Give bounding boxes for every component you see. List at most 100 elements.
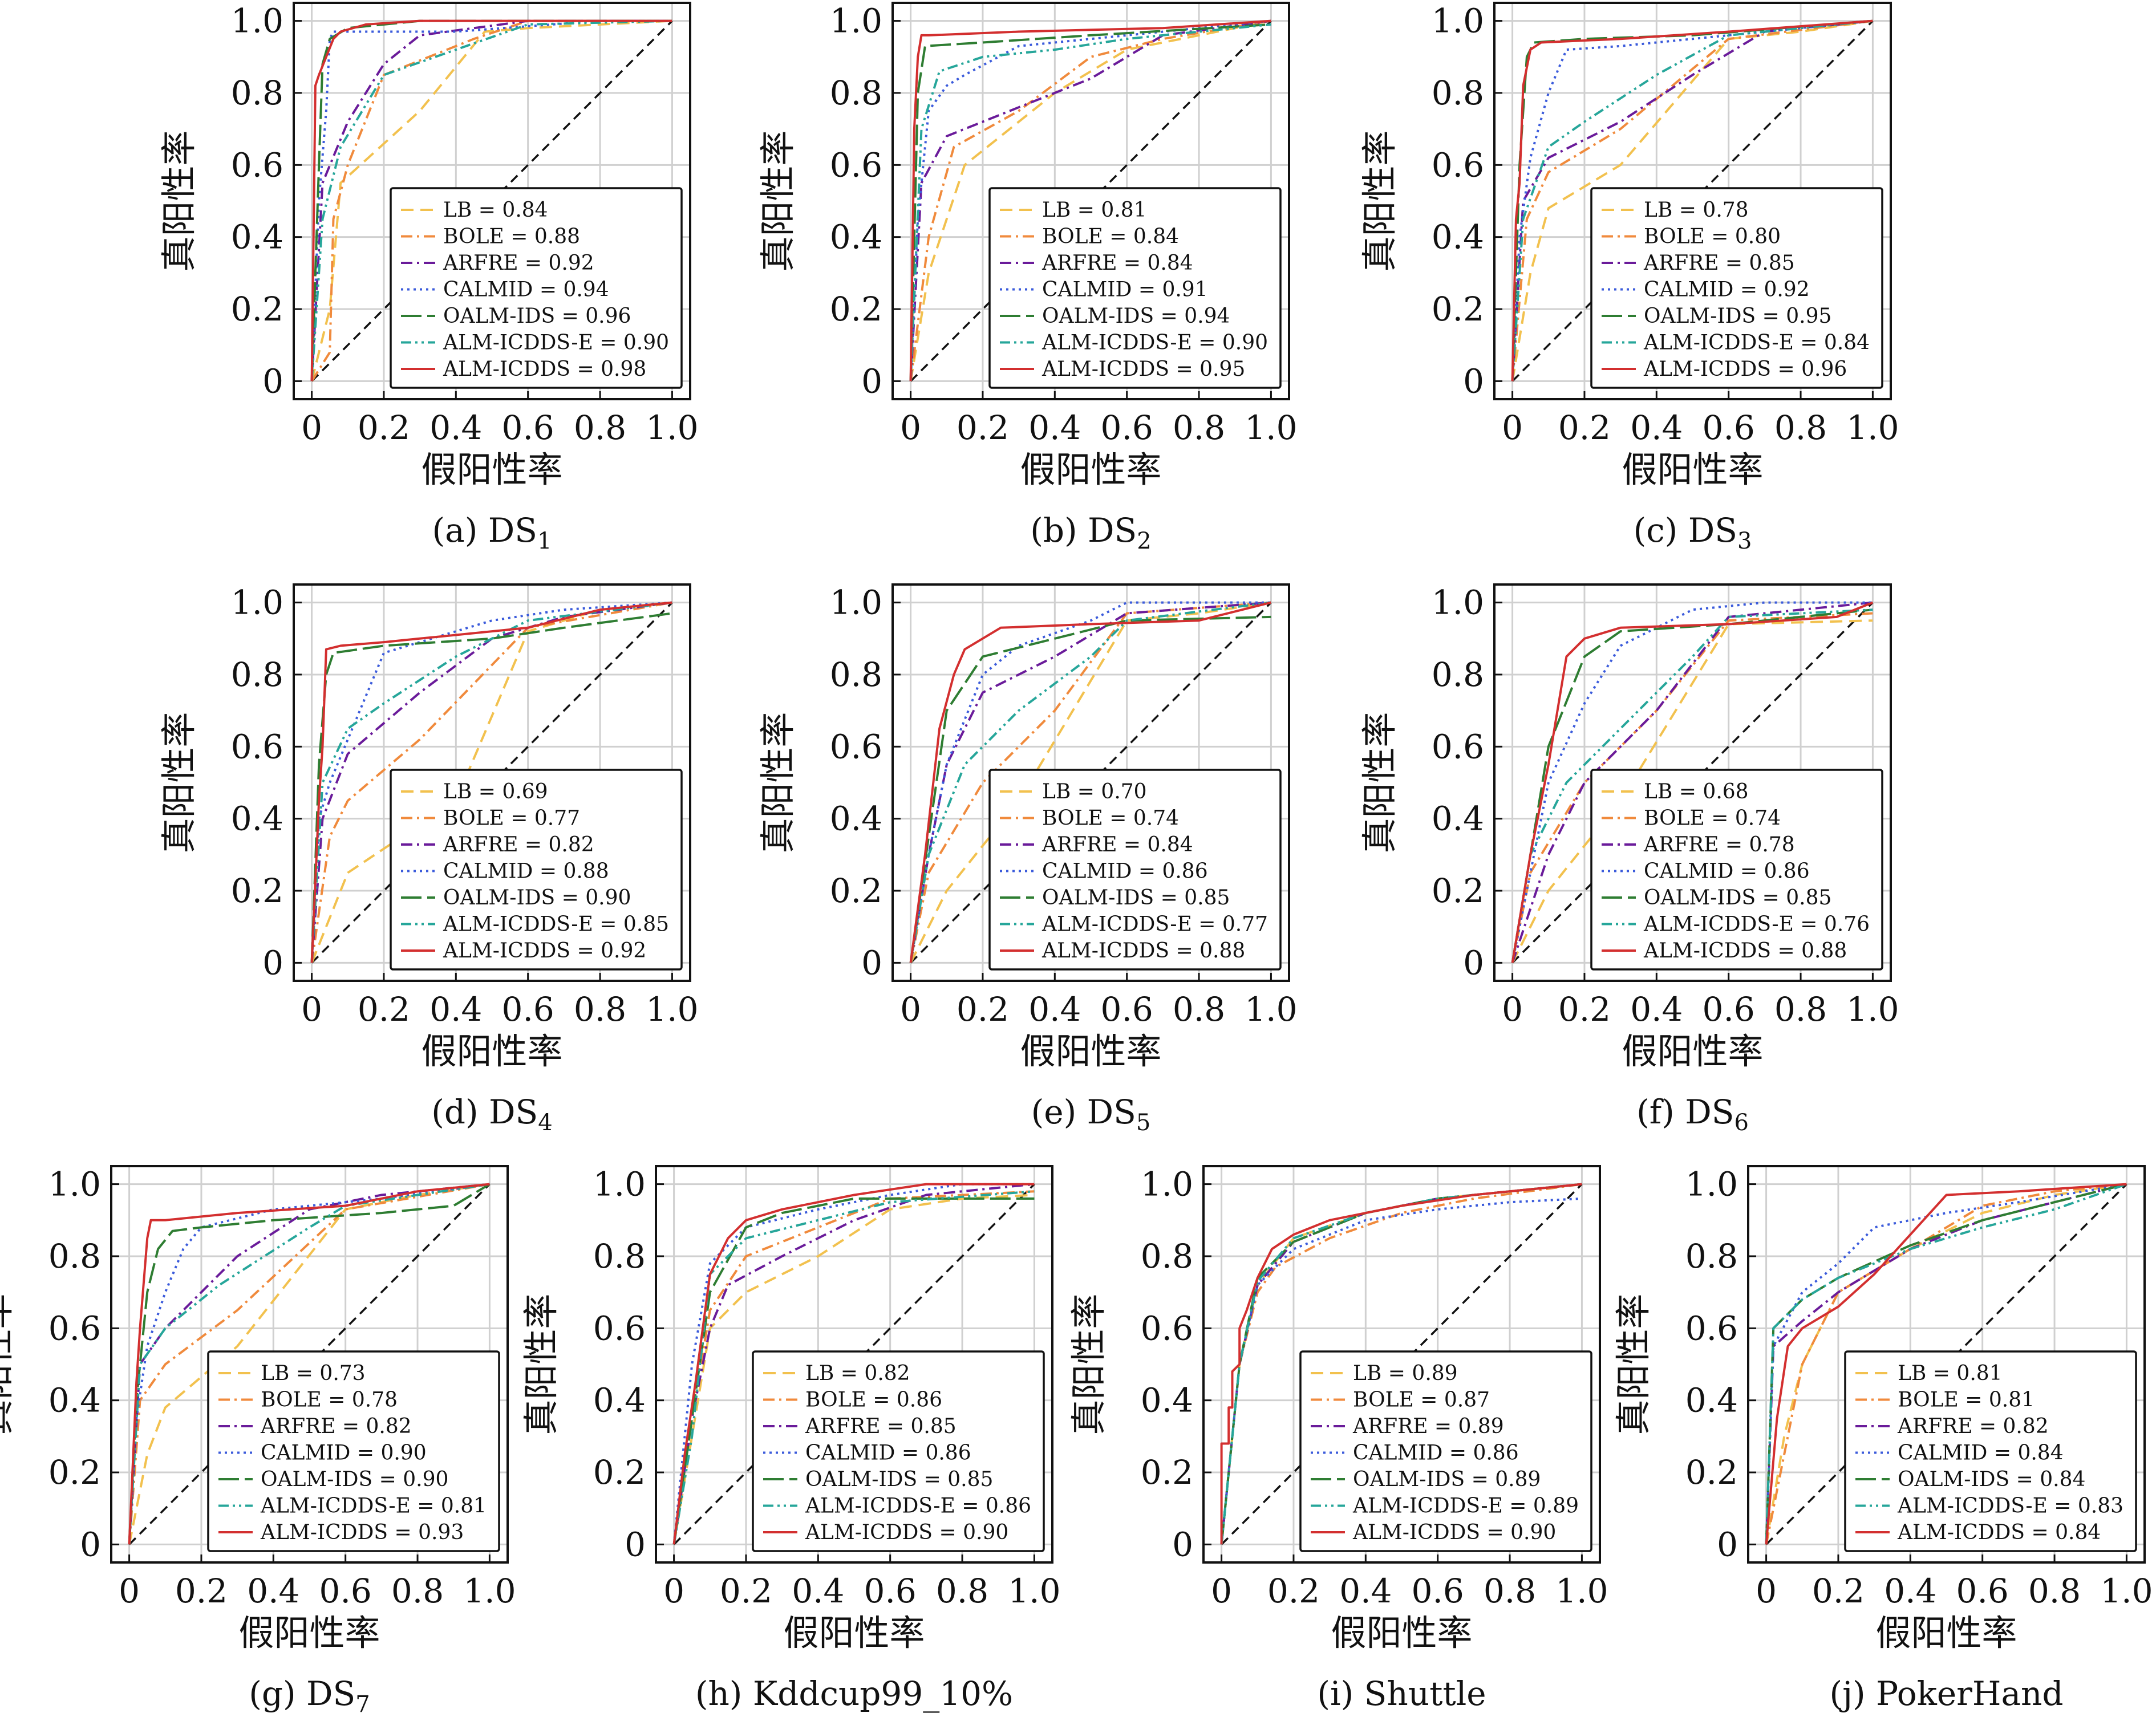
y-tick-label: 0.4 <box>48 1381 101 1420</box>
x-tick-label: 1.0 <box>2100 1572 2153 1610</box>
legend-entry: OALM-IDS = 0.95 <box>1644 305 1831 328</box>
plot-frame <box>655 1165 1053 1564</box>
y-tick-label: 0.2 <box>231 871 283 910</box>
y-axis-label: 真阳性率 <box>1359 712 1400 853</box>
chart-panel: 00 0.2 0.2 0.4 0.4 0.6 0.6 0.8 0.8 1.0 1.0 假阳性率 真阳性率… <box>158 583 699 1136</box>
x-axis-label: 假阳性率 <box>421 449 562 490</box>
roc-curve-alm-icdds <box>909 601 1271 963</box>
legend-entry: LB = 0.81 <box>1898 1362 2003 1385</box>
roc-curve-lb <box>310 601 672 964</box>
legend-entry: CALMID = 0.84 <box>1898 1442 2064 1465</box>
legend-entry: BOLE = 0.87 <box>1353 1389 1490 1412</box>
y-axis-label: 真阳性率 <box>158 130 200 271</box>
x-tick-label: 0.2 <box>957 408 1009 447</box>
chart-panel: 00 0.2 0.2 0.4 0.4 0.6 0.6 0.8 0.8 1.0 1.0 假阳性率 真阳性率… <box>158 2 699 554</box>
legend-entry: BOLE = 0.78 <box>261 1389 398 1412</box>
chart-panel: 00 0.2 0.2 0.4 0.4 0.6 0.6 0.8 0.8 1.0 1.0 假阳性率 真阳性率… <box>1359 583 1899 1136</box>
legend-entry: ALM-ICDDS-E = 0.83 <box>1897 1495 2123 1518</box>
x-tick-label: 0.2 <box>1812 1572 1865 1610</box>
legend-entry: ALM-ICDDS = 0.84 <box>1897 1521 2101 1544</box>
x-tick-label: 1.0 <box>1846 408 1899 447</box>
y-tick-label: 0.8 <box>231 74 283 112</box>
roc-curve-oalm-ids <box>310 612 672 963</box>
y-tick-label: 0.6 <box>231 145 283 184</box>
legend-entry: LB = 0.78 <box>1644 198 1749 222</box>
x-tick-label: 0.8 <box>1774 408 1827 447</box>
x-tick-label: 0.4 <box>1630 408 1683 447</box>
plot-frame <box>110 1165 509 1564</box>
legend-entry: LB = 0.70 <box>1042 780 1147 803</box>
legend-entry: ARFRE = 0.82 <box>1897 1415 2049 1438</box>
legend-entry: OALM-IDS = 0.89 <box>1353 1468 1541 1491</box>
legend-box <box>752 1350 1045 1552</box>
roc-curve-calmid <box>128 1183 490 1545</box>
y-tick-label: 0.2 <box>1685 1453 1738 1492</box>
legend-entry: OALM-IDS = 0.85 <box>1644 886 1831 910</box>
x-tick-label: 0 <box>663 1572 684 1610</box>
legend-box <box>1590 769 1883 971</box>
legend-entry: ALM-ICDDS = 0.88 <box>1041 939 1245 963</box>
plot-frame <box>1202 1165 1601 1564</box>
roc-curve-calmid <box>1511 601 1873 963</box>
legend-box <box>390 769 683 971</box>
y-tick-label: 0.8 <box>1432 655 1484 694</box>
legend-box <box>1590 187 1883 389</box>
roc-curve-calmid <box>909 601 1271 963</box>
legend-entry: ALM-ICDDS-E = 0.77 <box>1041 913 1268 936</box>
y-tick-label: 0.4 <box>231 218 283 257</box>
roc-curve-bole <box>310 19 672 382</box>
y-tick-label: 0.2 <box>1141 1453 1193 1492</box>
x-axis-label: 假阳性率 <box>783 1612 925 1654</box>
x-tick-label: 0.4 <box>247 1572 299 1610</box>
x-tick-label: 0.4 <box>792 1572 844 1610</box>
x-tick-label: 0.8 <box>1484 1572 1536 1610</box>
roc-curve-lb <box>909 601 1271 964</box>
legend-entry: ALM-ICDDS = 0.95 <box>1041 358 1245 381</box>
y-tick-label: 0.4 <box>1141 1381 1193 1420</box>
roc-curve-alm-icdds <box>909 19 1271 381</box>
legend-box <box>988 769 1282 971</box>
x-tick-label: 0.8 <box>1774 990 1827 1029</box>
legend-entry: LB = 0.82 <box>805 1362 910 1385</box>
x-tick-label: 0 <box>301 990 322 1029</box>
y-tick-label: 1.0 <box>593 1165 646 1204</box>
x-axis-label: 假阳性率 <box>1622 449 1763 490</box>
roc-curve-alm-icdds-e <box>310 19 672 381</box>
legend-box <box>390 187 683 389</box>
legend-entry: CALMID = 0.91 <box>1042 278 1208 302</box>
y-tick-label: 0.2 <box>231 290 283 328</box>
roc-curve-alm-icdds-e <box>672 1190 1035 1545</box>
y-tick-label: 0.8 <box>830 655 882 694</box>
y-tick-label: 1.0 <box>1685 1165 1738 1204</box>
y-tick-label: 0.6 <box>1432 727 1484 766</box>
y-tick-label: 0.2 <box>593 1453 646 1492</box>
x-tick-label: 0.6 <box>1703 408 1755 447</box>
legend-entry: OALM-IDS = 0.96 <box>443 305 631 328</box>
y-tick-label: 0 <box>80 1525 101 1564</box>
x-tick-label: 1.0 <box>463 1572 516 1610</box>
x-tick-label: 0.8 <box>391 1572 444 1610</box>
plot-frame <box>891 2 1290 400</box>
legend-entry: ARFRE = 0.84 <box>1041 251 1193 275</box>
y-axis-label: 真阳性率 <box>1612 1293 1654 1435</box>
y-axis-label: 真阳性率 <box>158 712 200 853</box>
legend-entry: ALM-ICDDS-E = 0.85 <box>443 913 669 936</box>
y-axis-label: 真阳性率 <box>0 1293 17 1435</box>
x-tick-label: 0 <box>1502 990 1523 1029</box>
x-tick-label: 0.2 <box>1558 408 1611 447</box>
legend-entry: BOLE = 0.74 <box>1644 807 1781 830</box>
panel-caption: (b) DS2 <box>1030 511 1152 554</box>
roc-curve-lb <box>1511 19 1873 381</box>
chart-panel: 00 0.2 0.2 0.4 0.4 0.6 0.6 0.8 0.8 1.0 1.0 假阳性率 真阳性率… <box>520 1165 1061 1713</box>
y-tick-label: 0.6 <box>231 727 283 766</box>
x-tick-label: 0.6 <box>1412 1572 1464 1610</box>
legend-entry: ALM-ICDDS = 0.90 <box>805 1521 1008 1544</box>
legend-entry: OALM-IDS = 0.90 <box>443 886 631 910</box>
x-tick-label: 0.8 <box>574 408 626 447</box>
y-tick-label: 0.6 <box>1432 145 1484 184</box>
y-tick-label: 0 <box>625 1525 646 1564</box>
x-tick-label: 0.2 <box>957 990 1009 1029</box>
roc-curve-alm-icdds-e <box>310 601 672 963</box>
roc-curve-alm-icdds-e <box>1765 1183 2127 1545</box>
y-tick-label: 0.4 <box>231 799 283 838</box>
